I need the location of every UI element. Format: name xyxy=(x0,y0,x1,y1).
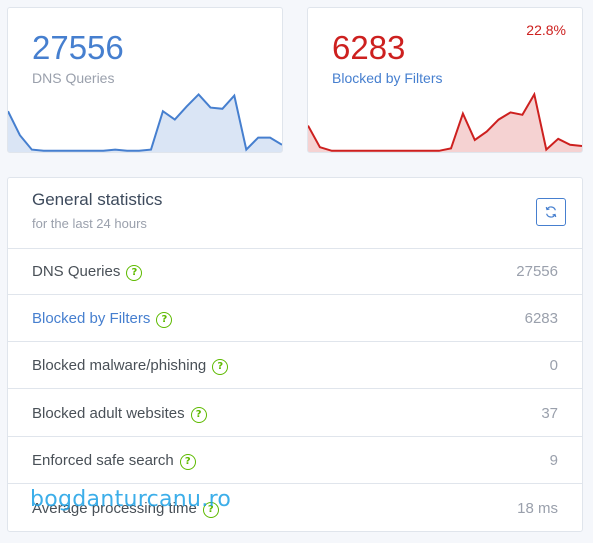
refresh-icon xyxy=(545,206,557,218)
help-icon[interactable]: ? xyxy=(212,359,229,375)
general-statistics-subtitle: for the last 24 hours xyxy=(32,216,147,231)
blocked-filters-count: 6283 xyxy=(332,29,406,66)
stat-label-link[interactable]: Blocked by Filters? xyxy=(32,295,173,342)
stat-value: 37 xyxy=(541,405,558,422)
stat-row-safe-search: Enforced safe search? 9 xyxy=(8,437,582,484)
blocked-filters-sparkline-line xyxy=(308,92,582,152)
blocked-filters-sparkline-area xyxy=(308,94,582,152)
help-icon[interactable]: ? xyxy=(179,454,196,470)
stat-label: DNS Queries? xyxy=(32,248,143,295)
stat-label: Blocked adult websites? xyxy=(32,390,207,437)
general-statistics-title: General statistics xyxy=(32,190,163,209)
stat-value: 6283 xyxy=(524,310,558,327)
stat-row-blocked-adult: Blocked adult websites? 37 xyxy=(8,390,582,437)
general-statistics-card: General statistics for the last 24 hours… xyxy=(7,177,583,532)
blocked-filters-link[interactable]: Blocked by Filters xyxy=(332,70,443,86)
stat-value: 0 xyxy=(549,357,558,374)
dns-queries-sparkline-line xyxy=(8,92,282,152)
dns-queries-sparkline xyxy=(8,92,282,152)
dns-queries-count: 27556 xyxy=(32,29,124,66)
blocked-filters-sparkline xyxy=(308,92,582,152)
refresh-button[interactable] xyxy=(536,198,566,226)
help-icon[interactable]: ? xyxy=(156,312,173,328)
general-statistics-header: General statistics for the last 24 hours xyxy=(8,178,582,249)
stat-label: Enforced safe search? xyxy=(32,437,196,484)
dns-queries-label: DNS Queries xyxy=(32,70,115,86)
stat-label: Average processing time? xyxy=(32,485,219,531)
stat-row-blocked-filters: Blocked by Filters? 6283 xyxy=(8,295,582,342)
blocked-filters-card: 6283 Blocked by Filters 22.8% xyxy=(307,7,583,153)
blocked-percentage: 22.8% xyxy=(526,22,566,38)
stat-row-avg-processing: Average processing time? 18 ms xyxy=(8,485,582,531)
help-icon[interactable]: ? xyxy=(202,502,219,518)
stat-row-blocked-malware: Blocked malware/phishing? 0 xyxy=(8,342,582,389)
stat-value: 9 xyxy=(549,452,558,469)
help-icon[interactable]: ? xyxy=(126,265,143,281)
stat-value: 27556 xyxy=(516,263,558,280)
stat-row-dns-queries: DNS Queries? 27556 xyxy=(8,248,582,295)
stat-value: 18 ms xyxy=(517,500,558,517)
help-icon[interactable]: ? xyxy=(190,407,207,423)
dns-queries-card: 27556 DNS Queries xyxy=(7,7,283,153)
stat-label: Blocked malware/phishing? xyxy=(32,342,229,389)
